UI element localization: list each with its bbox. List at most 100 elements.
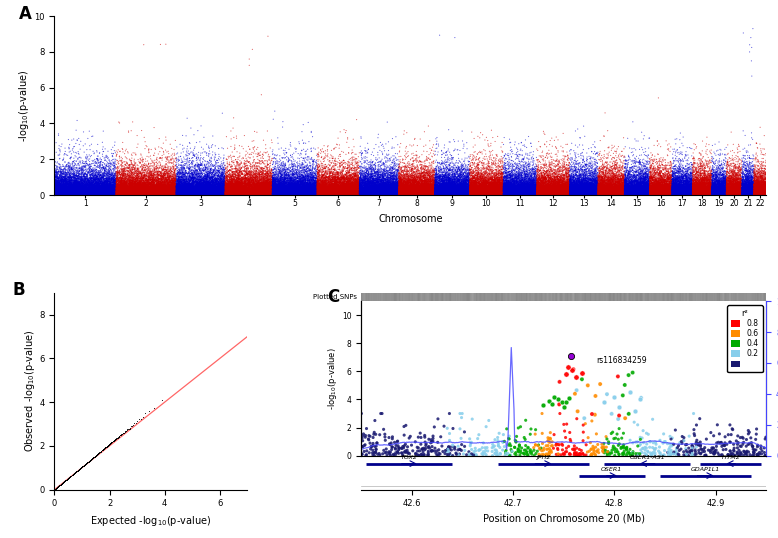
Point bbox=[559, 190, 571, 199]
Point bbox=[178, 173, 191, 182]
Point bbox=[629, 173, 642, 182]
Point bbox=[312, 185, 324, 193]
Point bbox=[448, 146, 461, 154]
Point bbox=[508, 187, 520, 196]
Point bbox=[601, 189, 614, 197]
Point bbox=[379, 184, 391, 193]
Point bbox=[755, 188, 768, 197]
Point bbox=[655, 184, 668, 193]
Point bbox=[133, 182, 145, 191]
Point bbox=[50, 484, 62, 492]
Point bbox=[755, 184, 768, 193]
Point bbox=[633, 188, 645, 196]
Point bbox=[450, 184, 462, 193]
Point bbox=[612, 182, 624, 190]
Point bbox=[356, 148, 369, 157]
Point bbox=[677, 436, 689, 445]
Point bbox=[78, 176, 90, 185]
Point bbox=[629, 186, 642, 195]
Point bbox=[283, 189, 296, 197]
Point bbox=[542, 190, 555, 199]
Point bbox=[550, 177, 562, 186]
Point bbox=[721, 180, 734, 188]
Point bbox=[507, 190, 520, 199]
Point bbox=[469, 156, 482, 165]
Point bbox=[279, 186, 291, 194]
Point bbox=[650, 190, 663, 199]
Point bbox=[510, 188, 522, 197]
Point bbox=[498, 189, 510, 198]
Point bbox=[50, 484, 62, 492]
Point bbox=[589, 190, 601, 199]
Point bbox=[72, 190, 84, 199]
Point bbox=[743, 178, 755, 187]
Point bbox=[65, 190, 78, 199]
Point bbox=[324, 186, 337, 195]
Point bbox=[337, 186, 349, 194]
Point bbox=[419, 184, 432, 193]
Point bbox=[107, 186, 120, 195]
Point bbox=[361, 177, 373, 186]
Point bbox=[301, 187, 314, 196]
Point bbox=[591, 183, 603, 192]
Point bbox=[65, 472, 77, 480]
Point bbox=[315, 185, 328, 193]
Point bbox=[402, 187, 415, 196]
Point bbox=[650, 187, 663, 196]
Point bbox=[214, 180, 226, 189]
Point bbox=[60, 476, 72, 484]
Point bbox=[499, 190, 512, 199]
Point bbox=[493, 187, 506, 195]
Point bbox=[343, 178, 356, 186]
Point bbox=[380, 186, 392, 194]
Point bbox=[532, 188, 545, 196]
Point bbox=[496, 181, 508, 189]
Point bbox=[324, 189, 337, 198]
Point bbox=[689, 183, 702, 192]
Point bbox=[365, 186, 377, 194]
Point bbox=[68, 161, 81, 170]
Point bbox=[740, 186, 752, 195]
Point bbox=[84, 181, 96, 190]
Point bbox=[743, 184, 755, 193]
Point bbox=[377, 181, 389, 189]
Point bbox=[745, 188, 758, 196]
Point bbox=[562, 187, 574, 195]
Point bbox=[86, 188, 98, 197]
Point bbox=[471, 190, 483, 199]
Point bbox=[274, 189, 286, 197]
Point bbox=[695, 186, 707, 194]
Point bbox=[631, 186, 643, 195]
Point bbox=[144, 182, 156, 190]
Point bbox=[310, 179, 322, 187]
Point bbox=[337, 188, 349, 197]
Point bbox=[351, 182, 363, 190]
Point bbox=[49, 189, 61, 198]
Point bbox=[300, 179, 312, 187]
Point bbox=[743, 185, 755, 194]
Point bbox=[512, 190, 524, 199]
Point bbox=[673, 189, 685, 197]
Point bbox=[124, 188, 136, 196]
Point bbox=[72, 181, 85, 189]
Point bbox=[68, 469, 80, 478]
Point bbox=[706, 179, 719, 188]
Point bbox=[674, 186, 686, 195]
Point bbox=[447, 178, 459, 187]
Point bbox=[587, 190, 600, 199]
Point bbox=[552, 172, 565, 180]
Point bbox=[472, 190, 485, 199]
Point bbox=[650, 190, 663, 199]
Point bbox=[755, 178, 767, 186]
Point bbox=[427, 173, 440, 182]
Point bbox=[438, 190, 450, 199]
Point bbox=[72, 177, 85, 186]
Point bbox=[610, 181, 622, 190]
Point bbox=[95, 190, 107, 199]
Point bbox=[312, 189, 324, 197]
Point bbox=[373, 190, 386, 199]
Point bbox=[157, 190, 170, 199]
Point bbox=[637, 188, 650, 197]
Point bbox=[476, 175, 489, 184]
Point bbox=[730, 188, 742, 197]
